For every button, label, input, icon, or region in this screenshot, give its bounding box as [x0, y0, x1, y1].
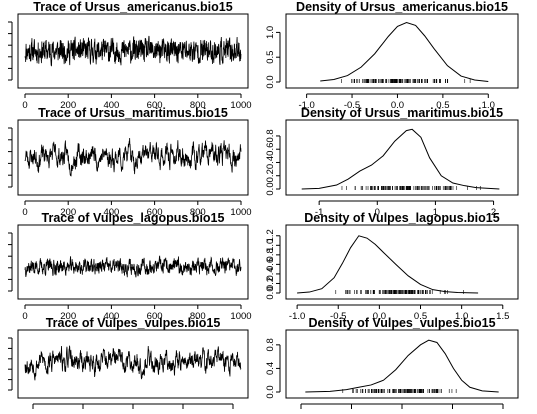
x-tick-label: -1.0 — [289, 311, 305, 322]
x-tick-label: -1 — [315, 207, 323, 218]
chart-panel-5: Density of Vulpes_lagopus.bio15 -1.0 -0.5 0… — [265, 211, 519, 322]
x-tick-label: 1.0 — [455, 311, 468, 322]
x-tick-label: 400 — [103, 100, 119, 111]
rug-marks — [335, 290, 464, 294]
y-tick-label: 0.0 — [265, 286, 276, 299]
plot-frame — [285, 329, 519, 399]
x-tick-label: 0.0 — [373, 311, 386, 322]
x-tick-label: 0.5 — [436, 100, 449, 111]
x-tick-label: 0.0 — [391, 100, 404, 111]
trace-series-line — [24, 35, 242, 67]
y-tick-label: 0.8 — [265, 248, 276, 261]
chart-title: Trace of Vulpes_lagopus.bio15 — [42, 211, 225, 225]
x-tick-label: 0 — [22, 207, 27, 218]
chart-title: Density of Vulpes_lagopus.bio15 — [304, 211, 499, 225]
density-curve — [305, 339, 499, 393]
chart-panel-2: Trace of Ursus_maritimus.bio15 0 200 400 600… — [8, 106, 252, 218]
x-tick-label: 200 — [60, 311, 76, 322]
y-tick-label: 1.2 — [265, 229, 276, 242]
y-tick-label: 0.8 — [265, 338, 276, 351]
y-tick-label: 0.2 — [265, 277, 276, 290]
x-tick-label: 600 — [147, 311, 163, 322]
x-tick-label: 2 — [491, 207, 496, 218]
rug-marks — [341, 186, 481, 190]
density-curve — [297, 235, 479, 294]
x-tick-label: 1000 — [230, 207, 251, 218]
plot-frame — [17, 224, 249, 300]
chart-panel-7: Density of Vulpes_vulpes.bio15 0.0 0.4 0.8 — [265, 316, 519, 409]
rug-marks — [341, 79, 471, 83]
y-tick-label: 0.6 — [265, 143, 276, 156]
y-tick-label: 1.0 — [265, 26, 276, 39]
chart-panel-1: Density of Ursus_americanus.bio15 -1.0 -0.… — [265, 0, 519, 111]
y-tick-label: 0.4 — [265, 156, 276, 169]
x-tick-label: 0 — [22, 100, 27, 111]
x-tick-label: 600 — [147, 207, 163, 218]
x-tick-label: 1000 — [230, 100, 251, 111]
x-tick-label: 0.5 — [414, 311, 427, 322]
trace-series-line — [24, 138, 242, 177]
plot-frame — [285, 13, 519, 89]
chart-panel-6: Trace of Vulpes_vulpes.bio15 — [8, 316, 249, 409]
x-tick-label: 800 — [190, 311, 206, 322]
x-tick-label: 200 — [60, 207, 76, 218]
x-tick-label: 0 — [375, 207, 380, 218]
trace-series-line — [24, 255, 242, 278]
chart-title: Density of Ursus_americanus.bio15 — [296, 0, 508, 14]
x-tick-label: 400 — [103, 207, 119, 218]
y-tick-label: 0.6 — [265, 258, 276, 271]
x-tick-label: 0 — [22, 311, 27, 322]
x-tick-label: 600 — [147, 100, 163, 111]
y-tick-label: 0.0 — [265, 75, 276, 88]
x-tick-label: 1000 — [230, 311, 251, 322]
chart-title: Density of Ursus_maritimus.bio15 — [301, 106, 503, 120]
plot-frame — [17, 119, 249, 196]
chart-title: Density of Vulpes_vulpes.bio15 — [308, 316, 495, 330]
chart-panel-3: Density of Ursus_maritimus.bio15 -1 0 1 2 0.0… — [265, 106, 519, 218]
plot-frame — [17, 13, 249, 89]
chart-title: Trace of Vulpes_vulpes.bio15 — [46, 316, 221, 330]
y-tick-label: 0.4 — [265, 267, 276, 280]
x-tick-label: 1 — [433, 207, 438, 218]
plot-frame — [17, 329, 249, 399]
chart-panel-0: Trace of Ursus_americanus.bio15 0 200 400 60… — [8, 0, 252, 111]
x-tick-label: 1.0 — [482, 100, 495, 111]
y-tick-label: 0.0 — [265, 385, 276, 398]
chart-panel-4: Trace of Vulpes_lagopus.bio15 0 200 400 600 8… — [8, 211, 252, 322]
chart-title: Trace of Ursus_maritimus.bio15 — [38, 106, 228, 120]
y-tick-label: 0.0 — [265, 182, 276, 195]
x-tick-label: -1.0 — [298, 100, 314, 111]
plot-frame — [285, 224, 519, 300]
x-tick-label: 800 — [190, 100, 206, 111]
y-tick-label: 0.5 — [265, 51, 276, 64]
y-tick-label: 0.8 — [265, 129, 276, 142]
x-tick-label: 400 — [103, 311, 119, 322]
density-curve — [301, 128, 500, 190]
density-curve — [320, 21, 489, 82]
x-tick-label: 800 — [190, 207, 206, 218]
chart-title: Trace of Ursus_americanus.bio15 — [33, 0, 232, 14]
y-tick-label: 1.0 — [265, 239, 276, 252]
x-tick-label: -0.5 — [330, 311, 346, 322]
plot-frame — [285, 119, 519, 196]
trace-series-line — [24, 345, 242, 381]
y-tick-label: 0.2 — [265, 169, 276, 182]
x-tick-label: 1.5 — [496, 311, 509, 322]
rug-marks — [342, 389, 457, 393]
y-tick-label: 0.4 — [265, 362, 276, 375]
x-tick-label: -0.5 — [344, 100, 360, 111]
x-tick-label: 200 — [60, 100, 76, 111]
